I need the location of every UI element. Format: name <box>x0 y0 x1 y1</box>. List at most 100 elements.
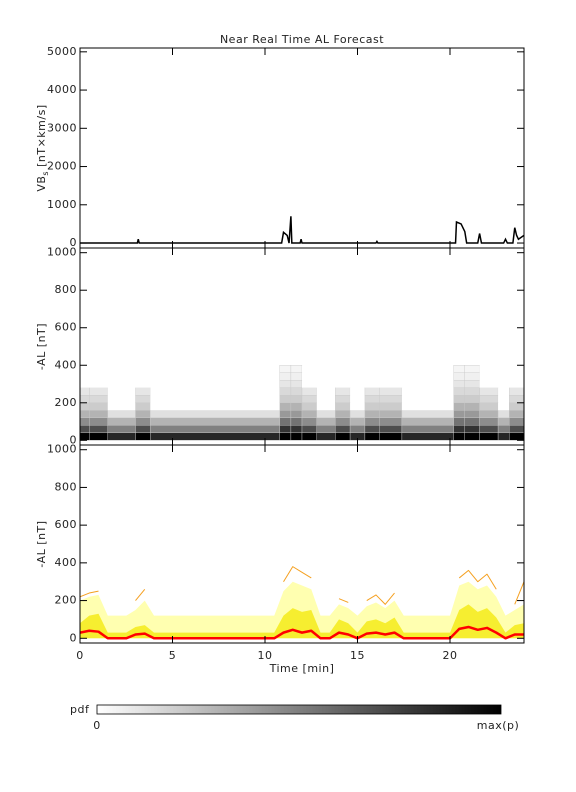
pdf-cell <box>498 365 510 373</box>
panel: 0 200 400 600 800 1000 -AL [nT] <box>35 246 525 446</box>
pdf-cell <box>335 395 351 403</box>
pdf-cell <box>479 410 499 418</box>
y-tick-label: 1000 <box>47 198 77 211</box>
pdf-cell <box>316 380 336 388</box>
pdf-cell <box>401 387 454 396</box>
percentile-line <box>135 588 146 601</box>
pdf-cell <box>464 410 480 418</box>
pdf-cell <box>335 417 351 426</box>
pdf-cell <box>379 425 403 434</box>
pdf-cell <box>290 425 303 434</box>
pdf-cell <box>80 387 90 396</box>
pdf-cell <box>107 372 136 381</box>
pdf-cell <box>453 380 466 388</box>
y-tick-label: 0 <box>70 236 78 249</box>
pdf-cell <box>401 425 454 434</box>
pdf-cell <box>349 417 366 426</box>
percentile-line <box>283 566 312 582</box>
pdf-cell <box>135 425 151 434</box>
percentile-line <box>366 592 395 605</box>
plot-frame <box>79 444 525 644</box>
pdf-cell <box>379 402 403 411</box>
plot-area <box>80 216 524 244</box>
pdf-cell <box>509 395 524 403</box>
percentile-area <box>80 581 524 639</box>
pdf-cell <box>290 380 303 388</box>
pdf-cell <box>401 417 454 426</box>
pdf-cell <box>89 425 108 434</box>
y-axis-label: VBs [nT×km/s] <box>35 104 50 191</box>
pdf-cell <box>150 425 281 434</box>
vbs-line <box>80 216 524 244</box>
pdf-cell <box>350 395 365 403</box>
pdf-cell <box>401 402 454 411</box>
pdf-cell <box>350 365 365 373</box>
pdf-cell <box>301 387 318 396</box>
pdf-cell <box>453 402 466 411</box>
pdf-cell <box>464 365 480 373</box>
pdf-cell <box>150 387 280 396</box>
plot-area <box>80 365 524 441</box>
pdf-cell <box>89 410 108 418</box>
colorbar-gradient <box>96 704 502 715</box>
pdf-cell <box>279 372 292 381</box>
pdf-cell <box>401 410 454 418</box>
pdf-cell <box>135 410 151 418</box>
pdf-cell <box>364 402 380 411</box>
pdf-cell <box>350 387 365 396</box>
pdf-cell <box>80 380 90 388</box>
percentile-line <box>514 581 524 605</box>
pdf-cell <box>301 395 318 403</box>
pdf-cell <box>150 372 280 381</box>
pdf-cell <box>464 395 480 403</box>
pdf-cell <box>464 372 480 381</box>
pdf-cell <box>301 425 318 434</box>
pdf-cell <box>364 432 380 441</box>
pdf-cell <box>364 372 380 381</box>
pdf-cell <box>135 432 151 441</box>
pdf-cell <box>509 380 524 388</box>
pdf-cell <box>301 402 318 411</box>
pdf-cell <box>290 417 303 426</box>
pdf-cell <box>349 410 366 418</box>
chart-title: Near Real Time AL Forecast <box>220 33 384 46</box>
pdf-cell <box>80 432 90 441</box>
pdf-cell <box>316 417 336 426</box>
pdf-cell <box>479 372 499 381</box>
pdf-cell <box>89 380 108 388</box>
pdf-cell <box>107 380 136 388</box>
pdf-cell <box>135 402 151 411</box>
y-label-rest: [nT×km/s] <box>35 104 48 171</box>
pdf-cell <box>335 425 351 434</box>
y-axis-label: -AL [nT] <box>35 520 48 567</box>
y-tick-label: 200 <box>55 396 78 409</box>
pdf-cell <box>150 417 281 426</box>
pdf-cell <box>290 410 303 418</box>
pdf-cell <box>379 417 403 426</box>
pdf-cell <box>107 387 136 396</box>
pdf-cell <box>509 417 524 426</box>
pdf-cell <box>497 425 510 434</box>
y-tick-label: 2000 <box>47 160 77 173</box>
pdf-cell <box>379 410 403 418</box>
x-axis-label: Time [min] <box>269 662 335 675</box>
pdf-cell <box>509 432 524 441</box>
pdf-cell <box>401 365 454 373</box>
pdf-cell <box>316 425 336 434</box>
y-tick-label: 200 <box>55 594 78 607</box>
pdf-cell <box>350 380 365 388</box>
pdf-cell <box>279 432 292 441</box>
pdf-cell <box>379 432 403 441</box>
colorbar-max: max(p) <box>477 719 520 732</box>
pdf-cell <box>453 372 466 381</box>
panel: 0 200 400 600 800 1000 0 5 10 15 20 Time [min] -AL [… <box>35 443 525 675</box>
pdf-cell <box>290 372 303 381</box>
y-tick-label: 0 <box>70 433 78 446</box>
pdf-cell <box>80 365 90 373</box>
pdf-cell <box>301 432 318 441</box>
pdf-cell <box>107 432 136 441</box>
pdf-cell <box>509 365 524 373</box>
pdf-cell <box>279 402 292 411</box>
pdf-cell <box>335 402 351 411</box>
pdf-cell <box>509 425 524 434</box>
